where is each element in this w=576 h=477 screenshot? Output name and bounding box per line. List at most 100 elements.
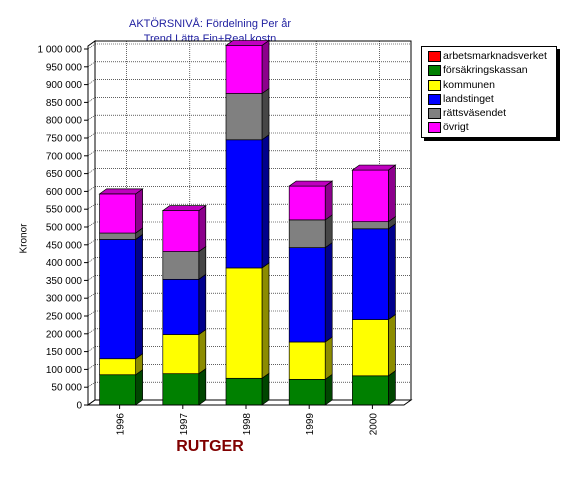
- y-tick-label: 750 000: [46, 134, 83, 145]
- y-tick-label: 800 000: [46, 116, 83, 127]
- bar-side: [198, 273, 207, 336]
- bar-segment: [162, 251, 200, 280]
- y-tick-label: 250 000: [46, 312, 83, 323]
- gridline-depth: [87, 150, 96, 157]
- bar-top: [351, 164, 397, 171]
- bar-side: [261, 39, 270, 95]
- bar-segment: [225, 45, 263, 94]
- bar-segment: [162, 278, 200, 335]
- bar-side: [324, 214, 333, 249]
- y-tick-label: 700 000: [46, 151, 83, 162]
- gridline-depth: [87, 132, 96, 139]
- x-tick-label: 2000: [368, 413, 379, 436]
- gridline-depth: [87, 346, 96, 352]
- x-axis-label: RUTGER: [176, 438, 244, 455]
- y-axis-label: Kronor: [18, 223, 30, 254]
- y-tick-label: 100 000: [46, 365, 83, 376]
- y-tick-label: 900 000: [46, 80, 83, 91]
- gridline-depth: [87, 239, 96, 246]
- gridline-depth: [87, 257, 96, 263]
- gridline-depth: [87, 328, 96, 335]
- bar-side: [135, 369, 143, 406]
- y-tick-label: 450 000: [46, 240, 83, 251]
- bar-segment: [225, 267, 263, 379]
- y-tick-label: 600 000: [46, 187, 83, 198]
- legend-label: arbetsmarknadsverket: [443, 50, 547, 62]
- bar-segment: [352, 228, 389, 320]
- bar-top: [161, 205, 207, 211]
- y-tick-label: 550 000: [46, 205, 83, 216]
- y-tick-label: 500 000: [46, 223, 83, 234]
- bar-side: [198, 367, 207, 406]
- bar-segment: [225, 377, 263, 406]
- x-tick-label: 1998: [242, 413, 253, 436]
- bar-segment: [99, 232, 136, 240]
- bar-side: [198, 204, 207, 253]
- gridline-depth: [87, 310, 96, 317]
- bar-top: [288, 180, 334, 187]
- x-tick-label: 1999: [305, 413, 316, 436]
- legend-swatch: [428, 108, 441, 120]
- bar-side: [388, 223, 396, 321]
- bar-side: [261, 134, 270, 269]
- bar-side: [198, 245, 207, 281]
- bar-side: [324, 241, 333, 343]
- y-tick-label: 400 000: [46, 258, 83, 269]
- legend-label: landstinget: [443, 92, 494, 105]
- legend-label: kommunen: [443, 78, 495, 91]
- gridline-depth: [87, 381, 96, 388]
- bar-segment: [352, 375, 389, 406]
- y-tick-label: 50 000: [51, 383, 82, 394]
- gridline-depth: [87, 399, 96, 406]
- bar-segment: [352, 319, 389, 377]
- gridline-depth: [87, 221, 96, 228]
- legend-swatch: [428, 122, 441, 134]
- gridline-depth: [87, 43, 96, 50]
- legend-label: försäkringskassan: [443, 64, 528, 77]
- gridline-depth: [87, 275, 96, 281]
- legend-swatch: [428, 65, 441, 77]
- y-tick-label: 150 000: [46, 347, 83, 358]
- bar-segment: [288, 219, 326, 248]
- legend-label: övrigt: [443, 121, 469, 134]
- gridline-depth: [87, 61, 96, 68]
- bar-side: [135, 188, 143, 234]
- bar-segment: [288, 247, 326, 343]
- bar-side: [324, 180, 333, 221]
- bar-segment: [288, 341, 326, 380]
- bar-side: [388, 313, 396, 377]
- legend-swatch: [428, 51, 441, 62]
- bar-side: [198, 328, 207, 375]
- x-tick-label: 1997: [179, 413, 190, 436]
- gridline-depth: [87, 292, 96, 299]
- bar-segment: [352, 169, 389, 223]
- bar-side: [388, 164, 396, 223]
- y-tick-label: 950 000: [46, 62, 83, 73]
- bar-side: [261, 262, 270, 379]
- legend: arbetsmarknadsverket försäkringskassan kom…: [421, 46, 557, 138]
- bar-segment: [99, 193, 136, 234]
- legend-item: landstinget: [422, 92, 556, 106]
- y-tick-label: 0: [76, 401, 82, 412]
- bar-segment: [288, 379, 326, 406]
- bar-side: [324, 336, 333, 381]
- gridline-depth: [87, 97, 96, 103]
- legend-item: övrigt: [422, 120, 556, 134]
- plot-left-wall: [87, 40, 96, 406]
- legend-item: rättsväsendet: [422, 106, 556, 120]
- bar-segment: [225, 139, 263, 269]
- bar-side: [261, 87, 270, 141]
- bar-segment: [225, 93, 263, 141]
- bar-segment: [99, 374, 136, 406]
- legend-swatch: [428, 79, 441, 91]
- y-tick-label: 1 000 000: [38, 45, 83, 56]
- chart-title-line-1: AKTÖRSNIVÅ: Fördelning Per år: [128, 18, 291, 30]
- bar-segment: [352, 221, 389, 230]
- bar-segment: [288, 185, 326, 221]
- gridline-depth: [87, 203, 96, 210]
- legend-swatch: [428, 93, 441, 105]
- x-tick-label: 1996: [116, 413, 127, 436]
- y-tick-label: 850 000: [46, 98, 83, 109]
- y-tick-label: 300 000: [46, 294, 83, 305]
